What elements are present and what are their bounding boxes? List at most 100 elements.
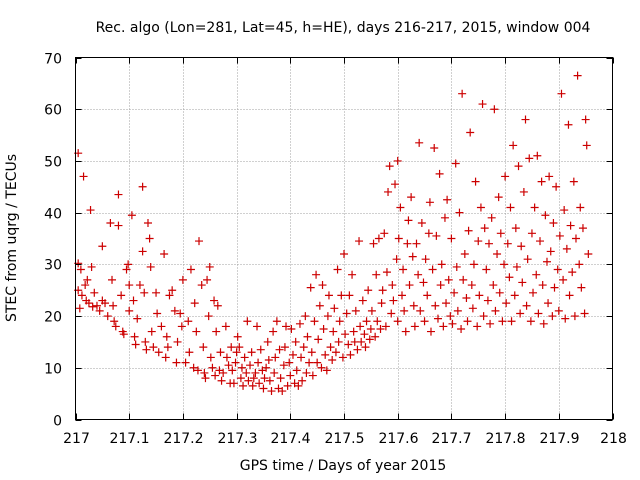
data-point — [582, 141, 591, 150]
data-point — [460, 250, 469, 259]
y-tick-label: 60 — [44, 103, 62, 119]
data-point — [511, 224, 520, 233]
data-point — [219, 368, 228, 377]
data-point — [329, 327, 338, 336]
data-point — [510, 291, 519, 300]
data-point — [442, 299, 451, 308]
data-point — [193, 366, 202, 375]
data-point — [203, 275, 212, 284]
x-tick-label: 217.4 — [270, 431, 310, 447]
x-axis-label: GPS time / Days of year 2015 — [240, 458, 447, 474]
data-point — [517, 242, 526, 251]
data-point — [255, 379, 264, 388]
data-point — [276, 374, 285, 383]
data-point — [553, 265, 562, 274]
data-point — [494, 193, 503, 202]
data-point — [259, 384, 268, 393]
data-point — [314, 335, 323, 344]
data-point — [404, 216, 413, 225]
data-point — [201, 374, 210, 383]
data-point — [522, 301, 531, 310]
data-point — [584, 250, 593, 259]
data-point — [378, 286, 387, 295]
data-point — [405, 281, 414, 290]
data-point — [376, 325, 385, 333]
data-point — [256, 345, 265, 354]
data-point — [580, 309, 589, 318]
data-point — [533, 151, 542, 160]
data-point — [76, 265, 85, 274]
data-point — [140, 288, 149, 297]
data-point — [491, 306, 500, 315]
data-point — [505, 273, 514, 282]
data-point — [271, 353, 280, 362]
data-point — [302, 368, 311, 377]
data-point — [161, 353, 170, 362]
data-point — [364, 286, 373, 295]
data-point — [251, 368, 260, 377]
data-point — [501, 172, 510, 181]
data-point — [254, 358, 263, 367]
data-point — [450, 288, 459, 297]
data-point — [181, 358, 190, 367]
x-tick-label: 217.9 — [539, 431, 579, 447]
data-point — [498, 317, 507, 326]
data-point — [544, 299, 553, 308]
data-point — [307, 348, 316, 357]
data-point — [125, 306, 134, 315]
data-point — [326, 343, 335, 352]
data-point — [507, 317, 516, 326]
data-point — [90, 288, 99, 297]
data-point — [570, 312, 579, 321]
data-point — [423, 291, 432, 300]
data-point — [170, 306, 179, 315]
data-point — [229, 379, 238, 388]
data-point — [473, 322, 482, 331]
data-point — [581, 115, 590, 124]
data-point — [213, 301, 222, 310]
x-tick-label: 217.7 — [431, 431, 471, 447]
data-point — [143, 218, 152, 227]
data-point — [360, 330, 369, 339]
data-point — [84, 299, 93, 308]
data-point — [351, 306, 360, 315]
data-point — [269, 327, 278, 336]
y-axis-ticks: 0 10 20 30 40 50 60 70 — [44, 52, 613, 430]
data-point — [77, 291, 86, 300]
data-point — [387, 309, 396, 318]
data-point — [217, 376, 226, 385]
data-point — [127, 211, 136, 220]
data-point — [466, 128, 475, 137]
data-point — [142, 345, 151, 354]
data-point — [154, 348, 163, 357]
data-point — [176, 309, 185, 318]
data-point — [265, 376, 274, 385]
data-point — [129, 296, 138, 305]
data-point — [224, 361, 233, 370]
data-point — [479, 312, 488, 321]
data-point — [228, 366, 237, 375]
data-point — [476, 203, 485, 212]
data-point — [419, 278, 428, 287]
data-point — [506, 203, 515, 212]
data-point — [463, 317, 472, 326]
data-point — [324, 291, 333, 300]
data-point — [331, 348, 340, 357]
data-point — [385, 162, 394, 171]
data-point — [262, 363, 271, 372]
data-point — [417, 218, 426, 227]
data-point — [263, 337, 272, 346]
data-point — [355, 237, 364, 246]
data-point — [382, 268, 391, 277]
data-point — [426, 327, 435, 336]
data-point — [523, 255, 532, 264]
data-point — [440, 213, 449, 222]
data-point — [192, 327, 201, 336]
data-point — [495, 288, 504, 297]
data-point — [469, 260, 478, 269]
data-point — [79, 172, 88, 181]
data-point — [162, 332, 171, 341]
data-point — [381, 322, 390, 331]
data-point — [439, 322, 448, 331]
data-point — [135, 281, 144, 290]
